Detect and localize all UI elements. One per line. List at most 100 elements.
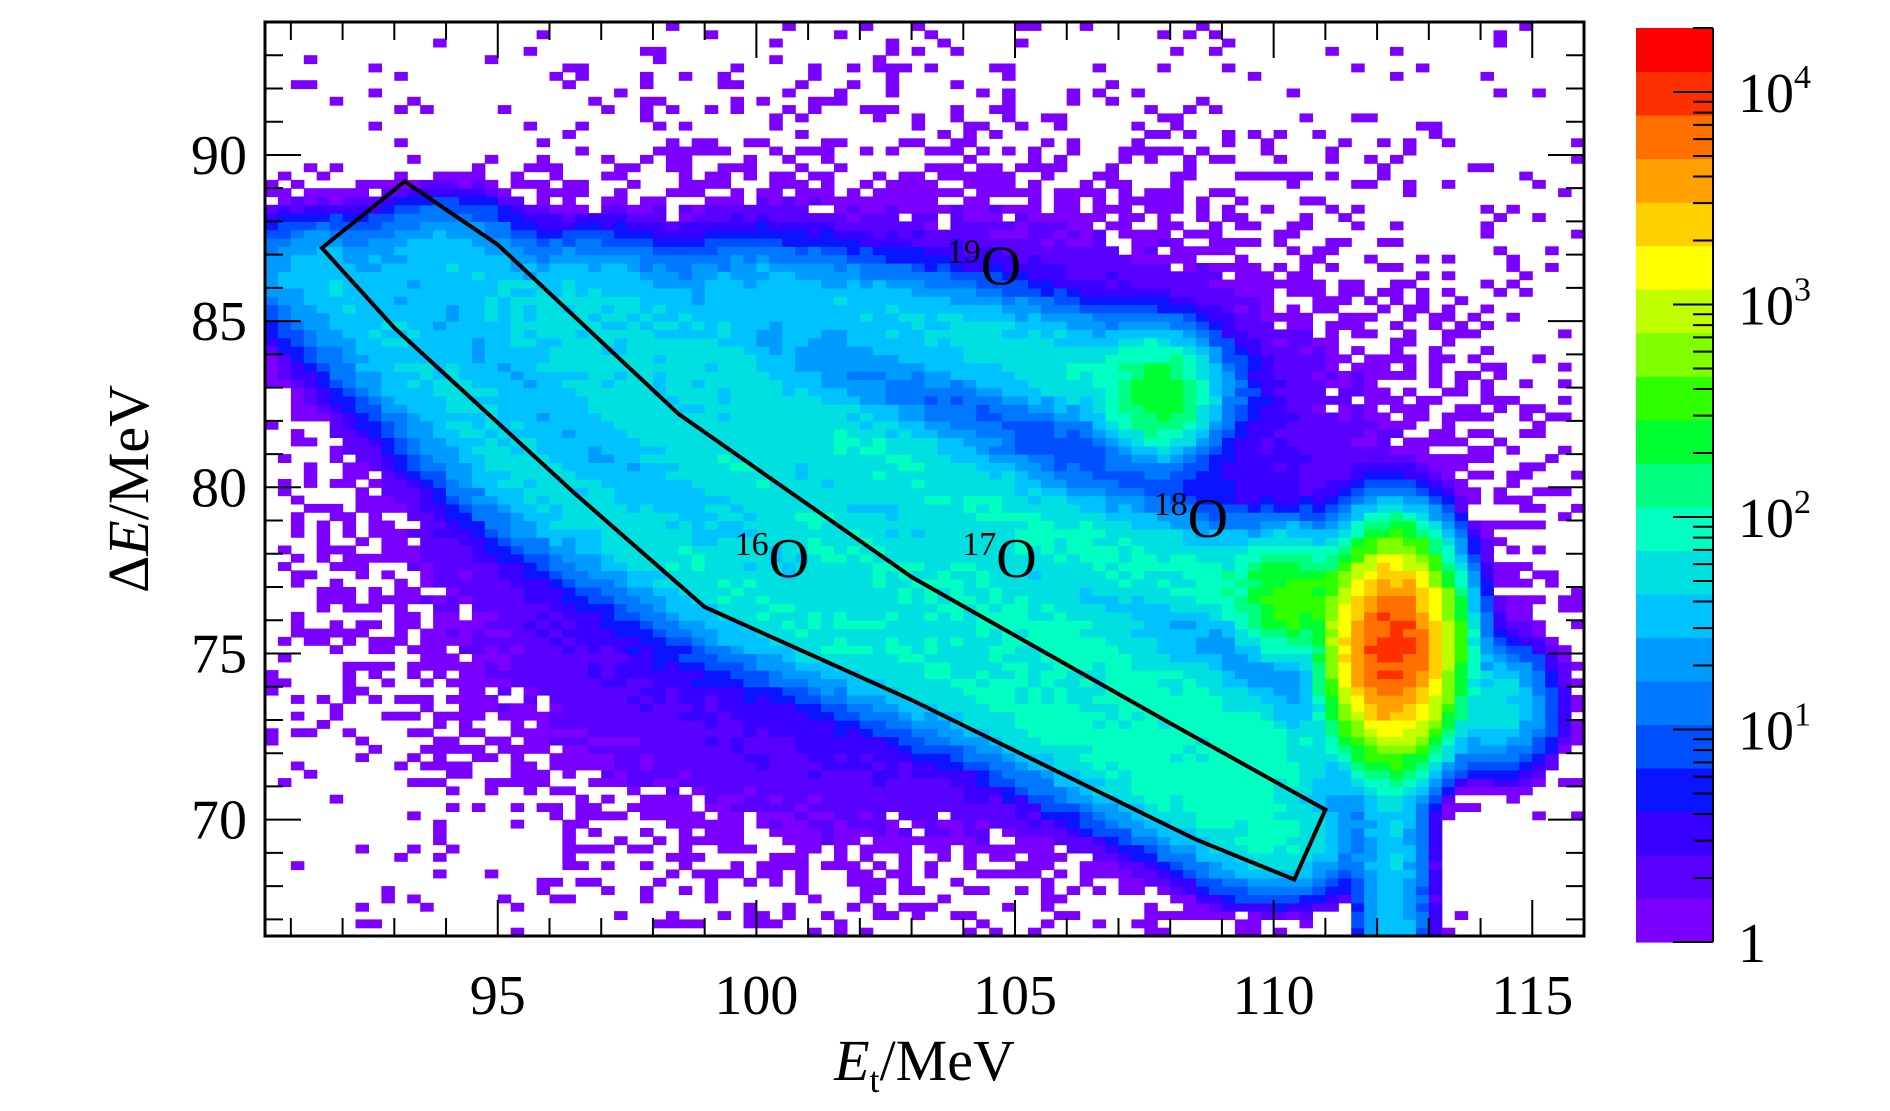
heatmap-cell bbox=[782, 595, 796, 605]
heatmap-cell bbox=[575, 362, 589, 372]
heatmap-cell bbox=[924, 63, 938, 73]
heatmap-cell bbox=[834, 761, 848, 771]
heatmap-cell bbox=[937, 744, 951, 754]
heatmap-cell bbox=[1002, 595, 1016, 605]
heatmap-cell bbox=[265, 304, 279, 314]
heatmap-cell bbox=[575, 686, 589, 696]
heatmap-cell bbox=[846, 753, 861, 763]
heatmap-cell bbox=[795, 803, 809, 812]
heatmap-cell bbox=[924, 179, 938, 189]
heatmap-cell bbox=[769, 736, 783, 746]
heatmap-cell bbox=[1053, 387, 1068, 397]
heatmap-cell bbox=[1079, 337, 1094, 347]
heatmap-cell bbox=[678, 362, 693, 372]
heatmap-cell bbox=[898, 362, 913, 372]
heatmap-cell bbox=[730, 686, 744, 696]
heatmap-cell bbox=[846, 503, 861, 513]
heatmap-cell bbox=[640, 545, 654, 555]
heatmap-cell bbox=[730, 362, 744, 372]
heatmap-cell bbox=[355, 362, 369, 372]
heatmap-cell bbox=[730, 213, 744, 222]
heatmap-cell bbox=[652, 611, 667, 621]
heatmap-cell bbox=[536, 686, 551, 696]
heatmap-cell bbox=[743, 387, 757, 397]
heatmap-cell bbox=[497, 229, 512, 239]
heatmap-cell bbox=[601, 487, 615, 497]
heatmap-cell bbox=[743, 678, 757, 688]
heatmap-cell bbox=[355, 470, 369, 480]
heatmap-cell bbox=[446, 279, 460, 289]
heatmap-cell bbox=[1092, 720, 1107, 729]
heatmap-cell bbox=[290, 337, 305, 347]
heatmap-cell bbox=[497, 703, 512, 713]
heatmap-cell bbox=[614, 238, 628, 247]
heatmap-cell bbox=[872, 645, 887, 655]
heatmap-cell bbox=[497, 238, 512, 247]
heatmap-cell bbox=[627, 769, 641, 779]
heatmap-cell bbox=[459, 470, 473, 480]
heatmap-cell bbox=[277, 204, 292, 214]
heatmap-cell bbox=[911, 819, 926, 829]
heatmap-cell bbox=[601, 263, 615, 272]
heatmap-cell bbox=[290, 578, 305, 588]
heatmap-cell bbox=[924, 545, 938, 555]
heatmap-cell bbox=[407, 487, 421, 497]
heatmap-cell bbox=[1040, 312, 1055, 322]
heatmap-cell bbox=[627, 703, 641, 713]
heatmap-cell bbox=[1002, 786, 1016, 796]
heatmap-cell bbox=[989, 769, 1003, 779]
heatmap-cell bbox=[1015, 22, 1029, 31]
heatmap-cell bbox=[433, 412, 447, 422]
heatmap-cell bbox=[394, 246, 408, 256]
heatmap-cell bbox=[1092, 246, 1107, 256]
heatmap-cell bbox=[510, 728, 525, 738]
heatmap-cell bbox=[536, 487, 551, 497]
heatmap-cell bbox=[1066, 188, 1081, 198]
heatmap-cell bbox=[329, 321, 344, 330]
heatmap-cell bbox=[782, 263, 796, 272]
heatmap-cell bbox=[872, 429, 887, 438]
heatmap-cell bbox=[329, 238, 344, 247]
heatmap-cell bbox=[950, 420, 964, 430]
heatmap-cell bbox=[355, 537, 369, 547]
heatmap-cell bbox=[950, 653, 964, 663]
heatmap-cell bbox=[756, 553, 770, 563]
heatmap-cell bbox=[1040, 238, 1055, 247]
heatmap-cell bbox=[329, 512, 344, 522]
heatmap-cell bbox=[756, 528, 770, 538]
heatmap-cell bbox=[459, 279, 473, 289]
heatmap-cell bbox=[1040, 462, 1055, 472]
heatmap-cell bbox=[536, 246, 551, 256]
heatmap-cell bbox=[601, 720, 615, 729]
heatmap-cell bbox=[1040, 213, 1055, 222]
heatmap-cell bbox=[484, 188, 499, 198]
heatmap-cell bbox=[898, 786, 913, 796]
heatmap-cell bbox=[898, 528, 913, 538]
heatmap-cell bbox=[717, 437, 732, 447]
heatmap-cell bbox=[1015, 578, 1029, 588]
heatmap-cell bbox=[368, 636, 382, 646]
heatmap-cell bbox=[898, 346, 913, 355]
heatmap-cell bbox=[303, 263, 318, 272]
heatmap-cell bbox=[1105, 603, 1119, 613]
heatmap-cell bbox=[407, 611, 421, 621]
heatmap-cell bbox=[678, 886, 693, 895]
heatmap-cell bbox=[562, 329, 576, 339]
heatmap-cell bbox=[459, 636, 473, 646]
heatmap-cell bbox=[1066, 562, 1081, 571]
heatmap-cell bbox=[1002, 587, 1016, 596]
heatmap-cell bbox=[290, 437, 305, 447]
heatmap-cell bbox=[510, 769, 525, 779]
heatmap-cell bbox=[510, 387, 525, 397]
heatmap-cell bbox=[769, 794, 783, 804]
heatmap-cell bbox=[549, 171, 563, 181]
heatmap-cell bbox=[510, 537, 525, 547]
heatmap-cell bbox=[381, 263, 395, 272]
heatmap-cell bbox=[1053, 445, 1068, 455]
heatmap-cell bbox=[1105, 570, 1119, 580]
heatmap-cell bbox=[911, 188, 926, 198]
heatmap-cell bbox=[407, 512, 421, 522]
heatmap-cell bbox=[911, 653, 926, 663]
heatmap-cell bbox=[640, 371, 654, 380]
heatmap-cell bbox=[1015, 686, 1029, 696]
